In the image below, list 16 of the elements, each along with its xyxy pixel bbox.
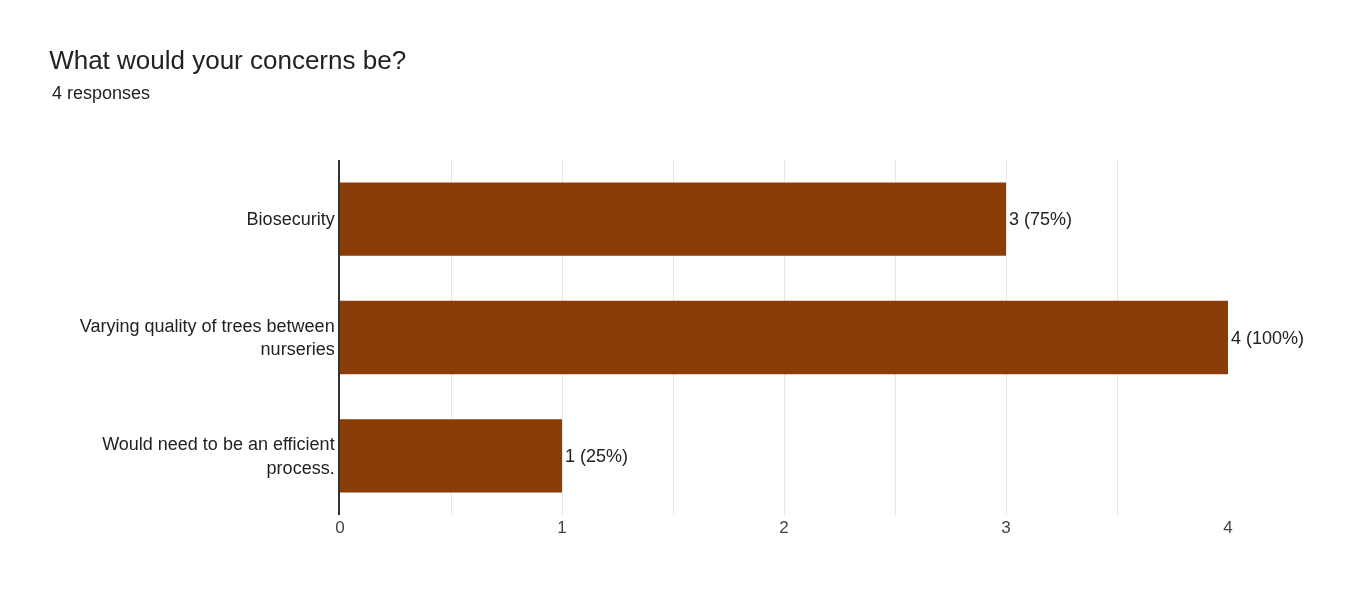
text: 4 responses [52,83,151,103]
data-label: 4 (100%) [1231,327,1305,348]
x-tick-label: 0 [335,518,345,537]
data-label: 3 (75%) [1009,209,1073,230]
chart-title: What would your concerns be? [49,45,407,76]
y-tick-label: Varying quality of trees between nurseries [79,316,335,360]
y-tick-label: Would need to be an efficient process. [102,434,335,478]
x-tick-label: 2 [779,518,789,537]
bar [340,419,562,493]
bar [340,300,1228,375]
y-tick-label: Biosecurity [246,209,335,230]
x-tick-label: 1 [557,518,567,537]
x-tick-label: 4 [1223,518,1233,537]
data-label: 1 (25%) [565,445,629,466]
bar [340,182,1006,256]
x-tick-label: 3 [1001,518,1011,537]
